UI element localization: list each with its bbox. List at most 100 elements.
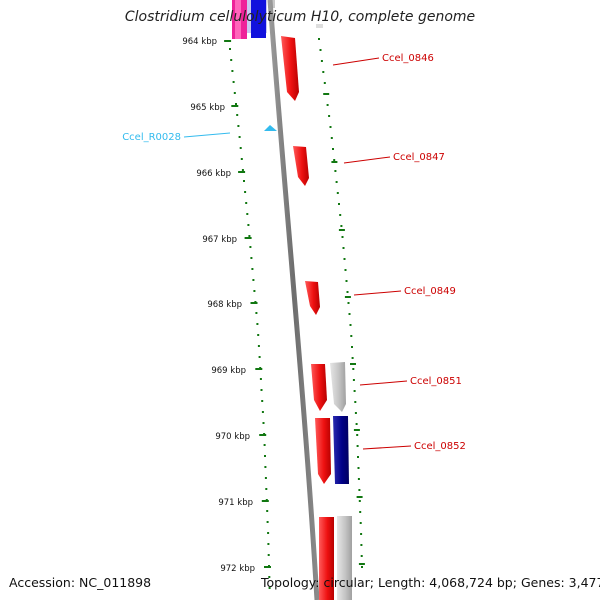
gene-ccel-0852-shape[interactable] xyxy=(315,418,331,484)
tick-label: 972 kbp xyxy=(220,564,255,574)
gc-dot xyxy=(351,357,354,359)
gc-dot xyxy=(264,477,267,479)
gene-ccel-0852-blue-shape[interactable] xyxy=(333,416,349,484)
gc-dot xyxy=(350,363,356,365)
tick-label: 970 kbp xyxy=(215,432,250,442)
gc-dot xyxy=(253,290,256,292)
gc-dot xyxy=(354,401,357,403)
genome-stats: Topology: circular; Length: 4,068,724 bp… xyxy=(261,575,600,590)
gene-leader-ccel-0847 xyxy=(343,156,391,164)
gene-label-ccel-0851[interactable]: Ccel_0851 xyxy=(410,376,462,387)
gc-dot xyxy=(346,291,349,293)
gc-skew-dots xyxy=(229,38,365,589)
gene-leader-ccel-0852 xyxy=(362,445,412,450)
gc-dot xyxy=(359,522,362,524)
gc-dot xyxy=(241,169,244,171)
gc-dot xyxy=(328,115,331,117)
gc-dot xyxy=(353,429,360,431)
gc-dot xyxy=(263,444,266,446)
tick-label: 964 kbp xyxy=(182,37,217,47)
gc-dot xyxy=(344,269,347,271)
gene-label-ccel-0846[interactable]: Ccel_0846 xyxy=(382,53,434,64)
gc-dot xyxy=(265,488,268,490)
gc-dot xyxy=(236,114,239,116)
gc-dot xyxy=(247,224,250,226)
gc-dot xyxy=(261,411,264,413)
gc-dot xyxy=(361,566,363,568)
gene-label-ccel-0847[interactable]: Ccel_0847 xyxy=(393,152,445,163)
gc-dot xyxy=(352,379,355,381)
gene-ccel-0846-shape[interactable] xyxy=(281,36,299,101)
gc-dot xyxy=(338,229,345,231)
gc-dot xyxy=(268,576,271,578)
gc-dot xyxy=(257,334,260,336)
cds-top-blue[interactable] xyxy=(251,0,266,38)
genes-value: 3,477 xyxy=(568,575,600,590)
gc-dot xyxy=(320,60,323,62)
gc-dot xyxy=(358,563,365,565)
gc-dot xyxy=(246,213,249,215)
gc-dot xyxy=(239,147,242,149)
gene-leader-ccel-0851 xyxy=(359,380,408,386)
trna-ccel-r0028-marker[interactable] xyxy=(264,125,277,131)
gc-dot xyxy=(264,466,267,468)
gc-dot xyxy=(359,511,362,513)
gene-ccel-0849-shape[interactable] xyxy=(305,281,320,315)
gene-label-ccel-0852[interactable]: Ccel_0852 xyxy=(414,441,466,452)
genome-backbone xyxy=(267,0,320,600)
tick-label: 967 kbp xyxy=(202,235,237,245)
gc-dot xyxy=(256,323,259,325)
gc-dot xyxy=(260,389,263,391)
gc-dot xyxy=(350,335,353,337)
gc-dot xyxy=(360,533,363,535)
gc-dot xyxy=(356,445,359,447)
gc-dot xyxy=(357,456,359,458)
gene-ccel-0851-shape[interactable] xyxy=(311,364,327,411)
gene-label-ccel-r0028[interactable]: Ccel_R0028 xyxy=(122,132,181,143)
gc-dot xyxy=(238,136,241,138)
gc-dot xyxy=(319,49,322,51)
gene-ccel-0851-grey-shape[interactable] xyxy=(330,362,346,412)
gc-dot xyxy=(264,455,266,457)
cds-top-grey-2[interactable] xyxy=(316,24,323,28)
gc-dot xyxy=(318,38,320,40)
gc-dot xyxy=(340,225,343,227)
gc-dot xyxy=(331,161,338,163)
gc-dot xyxy=(322,71,325,73)
tick-mark xyxy=(261,500,269,502)
gc-dot xyxy=(349,324,352,326)
gc-dot xyxy=(357,467,360,469)
gene-bottom-grey-shape[interactable] xyxy=(337,516,352,600)
gc-dot xyxy=(330,137,333,139)
gc-dot xyxy=(351,346,353,348)
gc-dot xyxy=(266,510,269,512)
gene-ccel-0847-shape[interactable] xyxy=(293,146,309,186)
gc-dot xyxy=(354,412,357,414)
accession-label: Accession: xyxy=(9,575,76,590)
tick-mark xyxy=(224,40,232,42)
separator: ; xyxy=(512,575,517,590)
gc-dot xyxy=(348,313,351,315)
tick-mark xyxy=(238,171,246,173)
gc-dot xyxy=(360,544,363,546)
gene-bottom-red-shape[interactable] xyxy=(319,517,334,600)
gc-dot xyxy=(358,489,361,491)
gc-dot xyxy=(332,148,334,150)
gc-dot xyxy=(338,203,340,205)
tick-mark xyxy=(259,434,267,436)
gc-dot xyxy=(252,279,255,281)
gc-dot xyxy=(342,247,345,249)
tick-label: 968 kbp xyxy=(207,300,242,310)
gc-dot xyxy=(335,181,338,183)
gene-label-ccel-0849[interactable]: Ccel_0849 xyxy=(404,286,456,297)
tick-label: 969 kbp xyxy=(211,366,246,376)
gc-dot xyxy=(356,496,363,498)
gc-dot xyxy=(352,368,355,370)
gc-dot xyxy=(230,59,233,61)
gc-dot xyxy=(323,82,326,84)
gene-leader-ccel-0849 xyxy=(353,290,402,296)
gc-dot xyxy=(229,48,231,50)
gc-dot xyxy=(345,280,348,282)
gc-dot xyxy=(358,500,361,502)
tick-mark xyxy=(244,237,252,239)
